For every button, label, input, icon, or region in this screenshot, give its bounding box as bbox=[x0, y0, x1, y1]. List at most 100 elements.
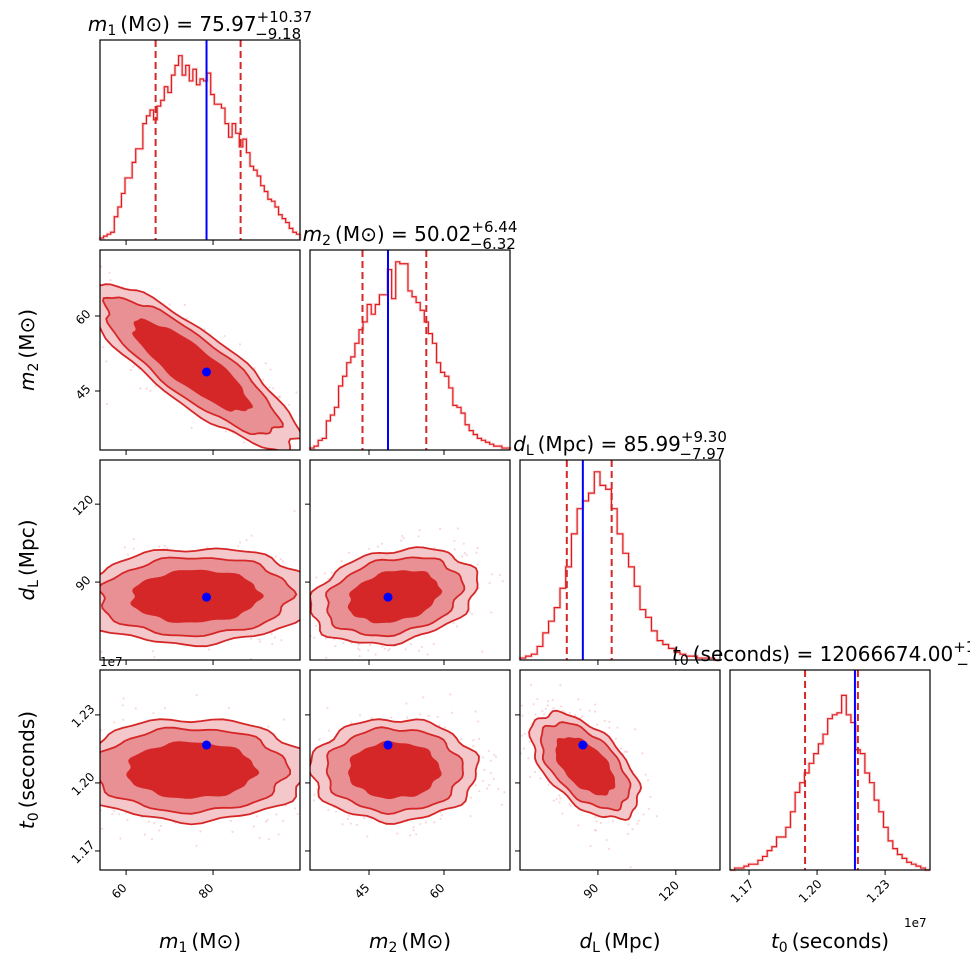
contour-inner bbox=[347, 570, 443, 624]
y-axis-label-m2: m2 (M⊙) bbox=[15, 309, 42, 391]
title-subscript: 2 bbox=[322, 233, 331, 249]
scatter-point bbox=[317, 554, 319, 556]
scatter-point bbox=[580, 715, 584, 718]
scatter-point bbox=[53, 273, 55, 275]
scatter-point bbox=[358, 655, 361, 658]
scatter-point bbox=[304, 761, 306, 763]
scatter-point bbox=[323, 572, 327, 575]
scatter-point bbox=[534, 713, 537, 716]
scatter-point bbox=[307, 723, 309, 725]
scatter-point bbox=[560, 705, 563, 708]
scatter-point bbox=[627, 823, 630, 826]
scatter-point bbox=[68, 756, 70, 758]
scatter-point bbox=[90, 596, 92, 598]
scatter-point bbox=[70, 745, 72, 747]
scatter-point bbox=[401, 534, 404, 538]
scatter-point bbox=[346, 817, 350, 820]
scatter-point bbox=[515, 751, 517, 753]
panel-frame bbox=[519, 459, 721, 661]
scatter-point bbox=[433, 821, 436, 824]
hist-panel-t0: t0(seconds) = 12066674.00+11−12 bbox=[672, 638, 970, 875]
scatter-point bbox=[295, 391, 298, 394]
scatter-point bbox=[44, 619, 46, 621]
scatter-point bbox=[649, 795, 652, 799]
truth-point bbox=[202, 592, 212, 602]
scatter-point bbox=[383, 647, 386, 650]
scatter-point bbox=[301, 760, 303, 762]
scatter-point bbox=[70, 604, 72, 606]
scatter-point bbox=[147, 820, 150, 823]
scatter-point bbox=[92, 307, 94, 309]
scatter-point bbox=[126, 553, 130, 556]
y-tick-label: 90 bbox=[73, 573, 94, 594]
scatter-point bbox=[515, 725, 517, 727]
scatter-point bbox=[123, 546, 126, 549]
scatter-point bbox=[88, 324, 90, 326]
scatter-point bbox=[106, 402, 109, 406]
scatter-point bbox=[94, 279, 96, 281]
scatter-point bbox=[559, 684, 562, 687]
scatter-point bbox=[224, 430, 227, 433]
scatter-point bbox=[387, 649, 390, 652]
scatter-point bbox=[561, 709, 564, 713]
scatter-point bbox=[472, 745, 475, 748]
scatter-point bbox=[402, 537, 405, 540]
scatter-point bbox=[74, 277, 76, 279]
scatter-point bbox=[312, 799, 315, 802]
hist-panel-m1: m1 (M⊙) = 75.97+10.37 −9.18 bbox=[88, 8, 312, 245]
panel-frame bbox=[729, 669, 931, 871]
scatter-point bbox=[642, 813, 645, 816]
scatter-point bbox=[305, 593, 307, 595]
scatter-point bbox=[555, 797, 558, 801]
panel-frame bbox=[99, 249, 301, 451]
scatter-point bbox=[515, 580, 517, 582]
scatter-point bbox=[85, 636, 87, 638]
scatter-point bbox=[452, 622, 455, 625]
scatter-point bbox=[303, 575, 305, 577]
scatter-point bbox=[105, 360, 108, 363]
title-subscript: L bbox=[526, 443, 534, 459]
scatter-point bbox=[543, 713, 546, 716]
scatter-point bbox=[481, 650, 484, 653]
y-axis-label-t0-symbol: t bbox=[15, 820, 39, 829]
scatter-point bbox=[412, 826, 415, 829]
scatter-point bbox=[552, 707, 555, 710]
panel-background bbox=[730, 670, 930, 870]
scatter-point bbox=[527, 757, 530, 760]
scatter-point bbox=[608, 720, 611, 723]
scatter-point bbox=[313, 636, 316, 639]
scatter-point bbox=[492, 777, 495, 780]
scatter-point bbox=[305, 744, 307, 746]
scatter-point bbox=[287, 403, 291, 406]
scatter-point bbox=[307, 611, 309, 613]
title-subscript: 1 bbox=[107, 23, 116, 39]
contour-inner bbox=[348, 740, 442, 800]
scatter-point bbox=[100, 265, 103, 268]
scatter-point bbox=[494, 755, 498, 758]
y-axis-label-t0-subscript: 0 bbox=[26, 812, 42, 821]
x-offset-label: 1e7 bbox=[904, 916, 927, 930]
scatter-point bbox=[522, 747, 525, 750]
scatter-point bbox=[75, 570, 77, 572]
scatter-point bbox=[568, 711, 571, 714]
scatter-point bbox=[303, 798, 305, 800]
scatter-point bbox=[239, 541, 242, 544]
scatter-point bbox=[536, 697, 539, 701]
scatter-point bbox=[370, 716, 373, 719]
scatter-point bbox=[195, 844, 198, 847]
scatter-point bbox=[350, 721, 353, 725]
scatter-point bbox=[634, 728, 637, 731]
scatter-point bbox=[67, 760, 69, 762]
scatter-point bbox=[469, 815, 472, 818]
scatter-point bbox=[358, 714, 362, 717]
scatter-point bbox=[324, 637, 327, 640]
scatter-point bbox=[96, 309, 98, 311]
scatter-point bbox=[327, 808, 330, 812]
scatter-point bbox=[544, 707, 547, 711]
contour-panel-m1-dL bbox=[44, 459, 319, 665]
scatter-point bbox=[487, 749, 490, 752]
scatter-point bbox=[529, 683, 533, 686]
scatter-point bbox=[71, 752, 73, 754]
title-minus-error: −7.97 bbox=[679, 445, 725, 463]
